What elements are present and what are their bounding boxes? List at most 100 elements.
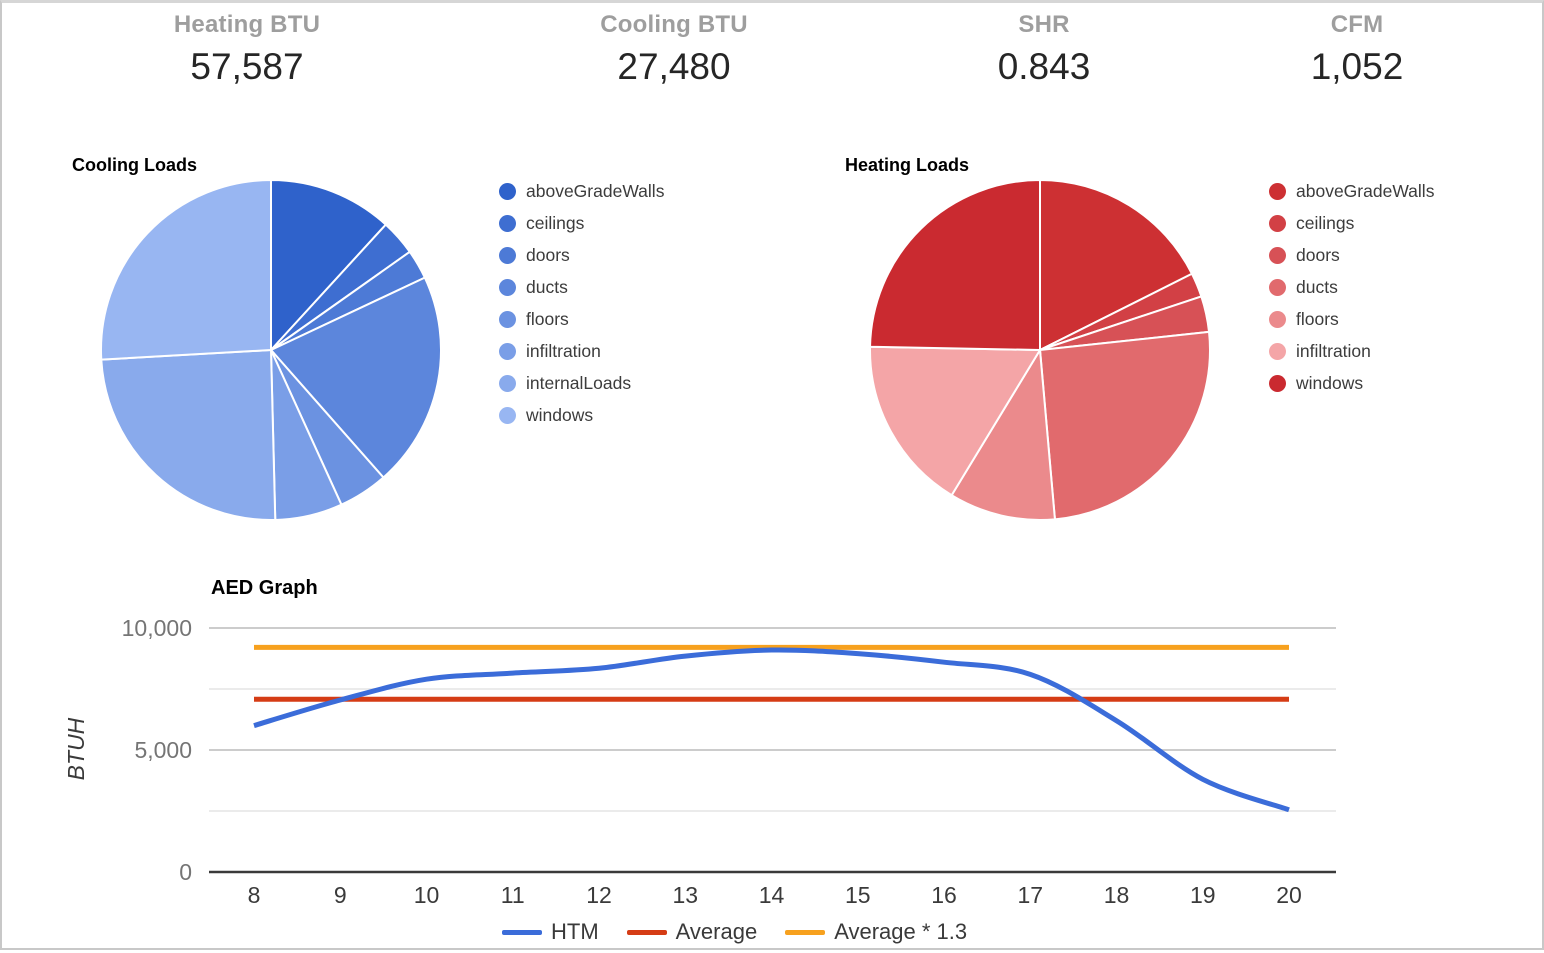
legend-swatch [1269,311,1286,328]
aed-legend-item-average-1-3: Average * 1.3 [785,919,967,945]
x-tick-label: 10 [413,882,440,908]
legend-swatch [499,183,516,200]
legend-item-infiltration: infiltration [499,341,664,362]
x-tick-label: 19 [1189,882,1216,908]
legend-label: ceilings [1296,213,1355,233]
legend-swatch [499,343,516,360]
legend-item-floors: floors [499,309,664,330]
stat-value: 27,480 [617,46,731,87]
pie-slice-windows [100,179,272,361]
stat-cooling-btu: Cooling BTU 27,480 [600,11,748,88]
pie-slice-infiltration [869,345,1041,497]
legend-swatch [1269,247,1286,264]
pie-slice-aboveGradeWalls [1039,179,1193,351]
stat-value: 1,052 [1310,46,1404,87]
x-tick-label: 15 [844,882,871,908]
legend-swatch [499,407,516,424]
legend-swatch [1269,343,1286,360]
heating-loads-pie-chart [869,179,1211,521]
legend-item-infiltration: infiltration [1269,341,1434,362]
x-tick-label: 11 [500,882,525,908]
legend-label: Average * 1.3 [834,919,968,944]
cooling-loads-pie-chart [100,179,442,521]
legend-item-doors: doors [1269,245,1434,266]
legend-swatch [499,375,516,392]
legend-swatch [499,279,516,296]
cooling-loads-title: Cooling Loads [72,155,197,175]
aed-legend-item-average: Average [626,919,758,945]
series-line-htm [253,647,1290,813]
legend-label: infiltration [1296,341,1371,361]
legend-label: floors [1296,309,1339,329]
legend-swatch [1269,375,1286,392]
aed-graph-title: AED Graph [211,577,318,599]
legend-label: ducts [1296,277,1338,297]
stat-label: Cooling BTU [600,11,748,38]
legend-label: windows [1296,373,1364,393]
legend-item-aboveGradeWalls: aboveGradeWalls [499,181,664,202]
legend-item-ceilings: ceilings [499,213,664,234]
legend-swatch [1269,279,1286,296]
y-tick-label: 5,000 [134,737,192,763]
aed-legend-item-htm: HTM [502,919,599,945]
legend-label: doors [1296,245,1340,265]
stat-value: 57,587 [190,46,304,87]
y-tick-label: 10,000 [121,615,192,641]
stat-label: SHR [1018,11,1070,38]
x-tick-label: 16 [931,882,957,908]
legend-item-doors: doors [499,245,664,266]
legend-label: HTM [551,919,599,944]
pie-slice-ducts [1039,330,1211,521]
legend-item-ceilings: ceilings [1269,213,1434,234]
legend-swatch [499,311,516,328]
legend-label: aboveGradeWalls [526,181,665,201]
heating-loads-legend: aboveGradeWalls ceilings doors ducts floors i… [1269,181,1434,394]
pie-slice-ducts [270,276,442,479]
legend-line-swatch [785,929,826,935]
legend-line-swatch [626,929,667,935]
legend-item-windows: windows [1269,373,1434,394]
x-tick-label: 13 [672,882,699,908]
legend-label: ceilings [526,213,585,233]
x-tick-label: 12 [586,882,612,908]
y-tick-label: 0 [179,859,192,885]
x-tick-label: 14 [758,882,785,908]
cooling-loads-legend: aboveGradeWalls ceilings doors ducts floors i… [499,181,664,426]
legend-item-ducts: ducts [499,277,664,298]
legend-swatch [1269,183,1286,200]
pie-slice-floors [950,349,1056,521]
legend-label: aboveGradeWalls [1296,181,1435,201]
legend-item-floors: floors [1269,309,1434,330]
stat-shr: SHR 0.843 [998,11,1091,88]
stat-cfm: CFM 1,052 [1311,11,1404,88]
stat-value: 0.843 [997,46,1091,87]
legend-label: doors [526,245,570,265]
legend-item-windows: windows [499,405,664,426]
aed-line-chart [209,627,1336,874]
pie-slice-internalLoads [100,349,277,521]
x-tick-label: 9 [333,882,347,908]
x-tick-label: 8 [247,882,261,908]
legend-label: Average [675,919,758,944]
legend-label: ducts [526,277,568,297]
legend-label: windows [526,405,594,425]
heating-loads-title: Heating Loads [845,155,970,175]
legend-item-internalLoads: internalLoads [499,373,664,394]
stat-heating-btu: Heating BTU 57,587 [174,11,320,88]
pie-slice-aboveGradeWalls [270,179,387,351]
legend-label: infiltration [526,341,601,361]
legend-swatch [1269,215,1286,232]
x-tick-label: 17 [1017,882,1044,908]
stat-label: CFM [1330,11,1384,38]
legend-swatch [499,215,516,232]
legend-item-ducts: ducts [1269,277,1434,298]
legend-swatch [499,247,516,264]
x-tick-label: 20 [1276,882,1302,908]
legend-item-aboveGradeWalls: aboveGradeWalls [1269,181,1434,202]
x-tick-label: 18 [1103,882,1130,908]
legend-label: internalLoads [526,373,632,393]
legend-label: floors [526,309,569,329]
stat-label: Heating BTU [173,11,321,38]
pie-slice-windows [869,179,1041,351]
